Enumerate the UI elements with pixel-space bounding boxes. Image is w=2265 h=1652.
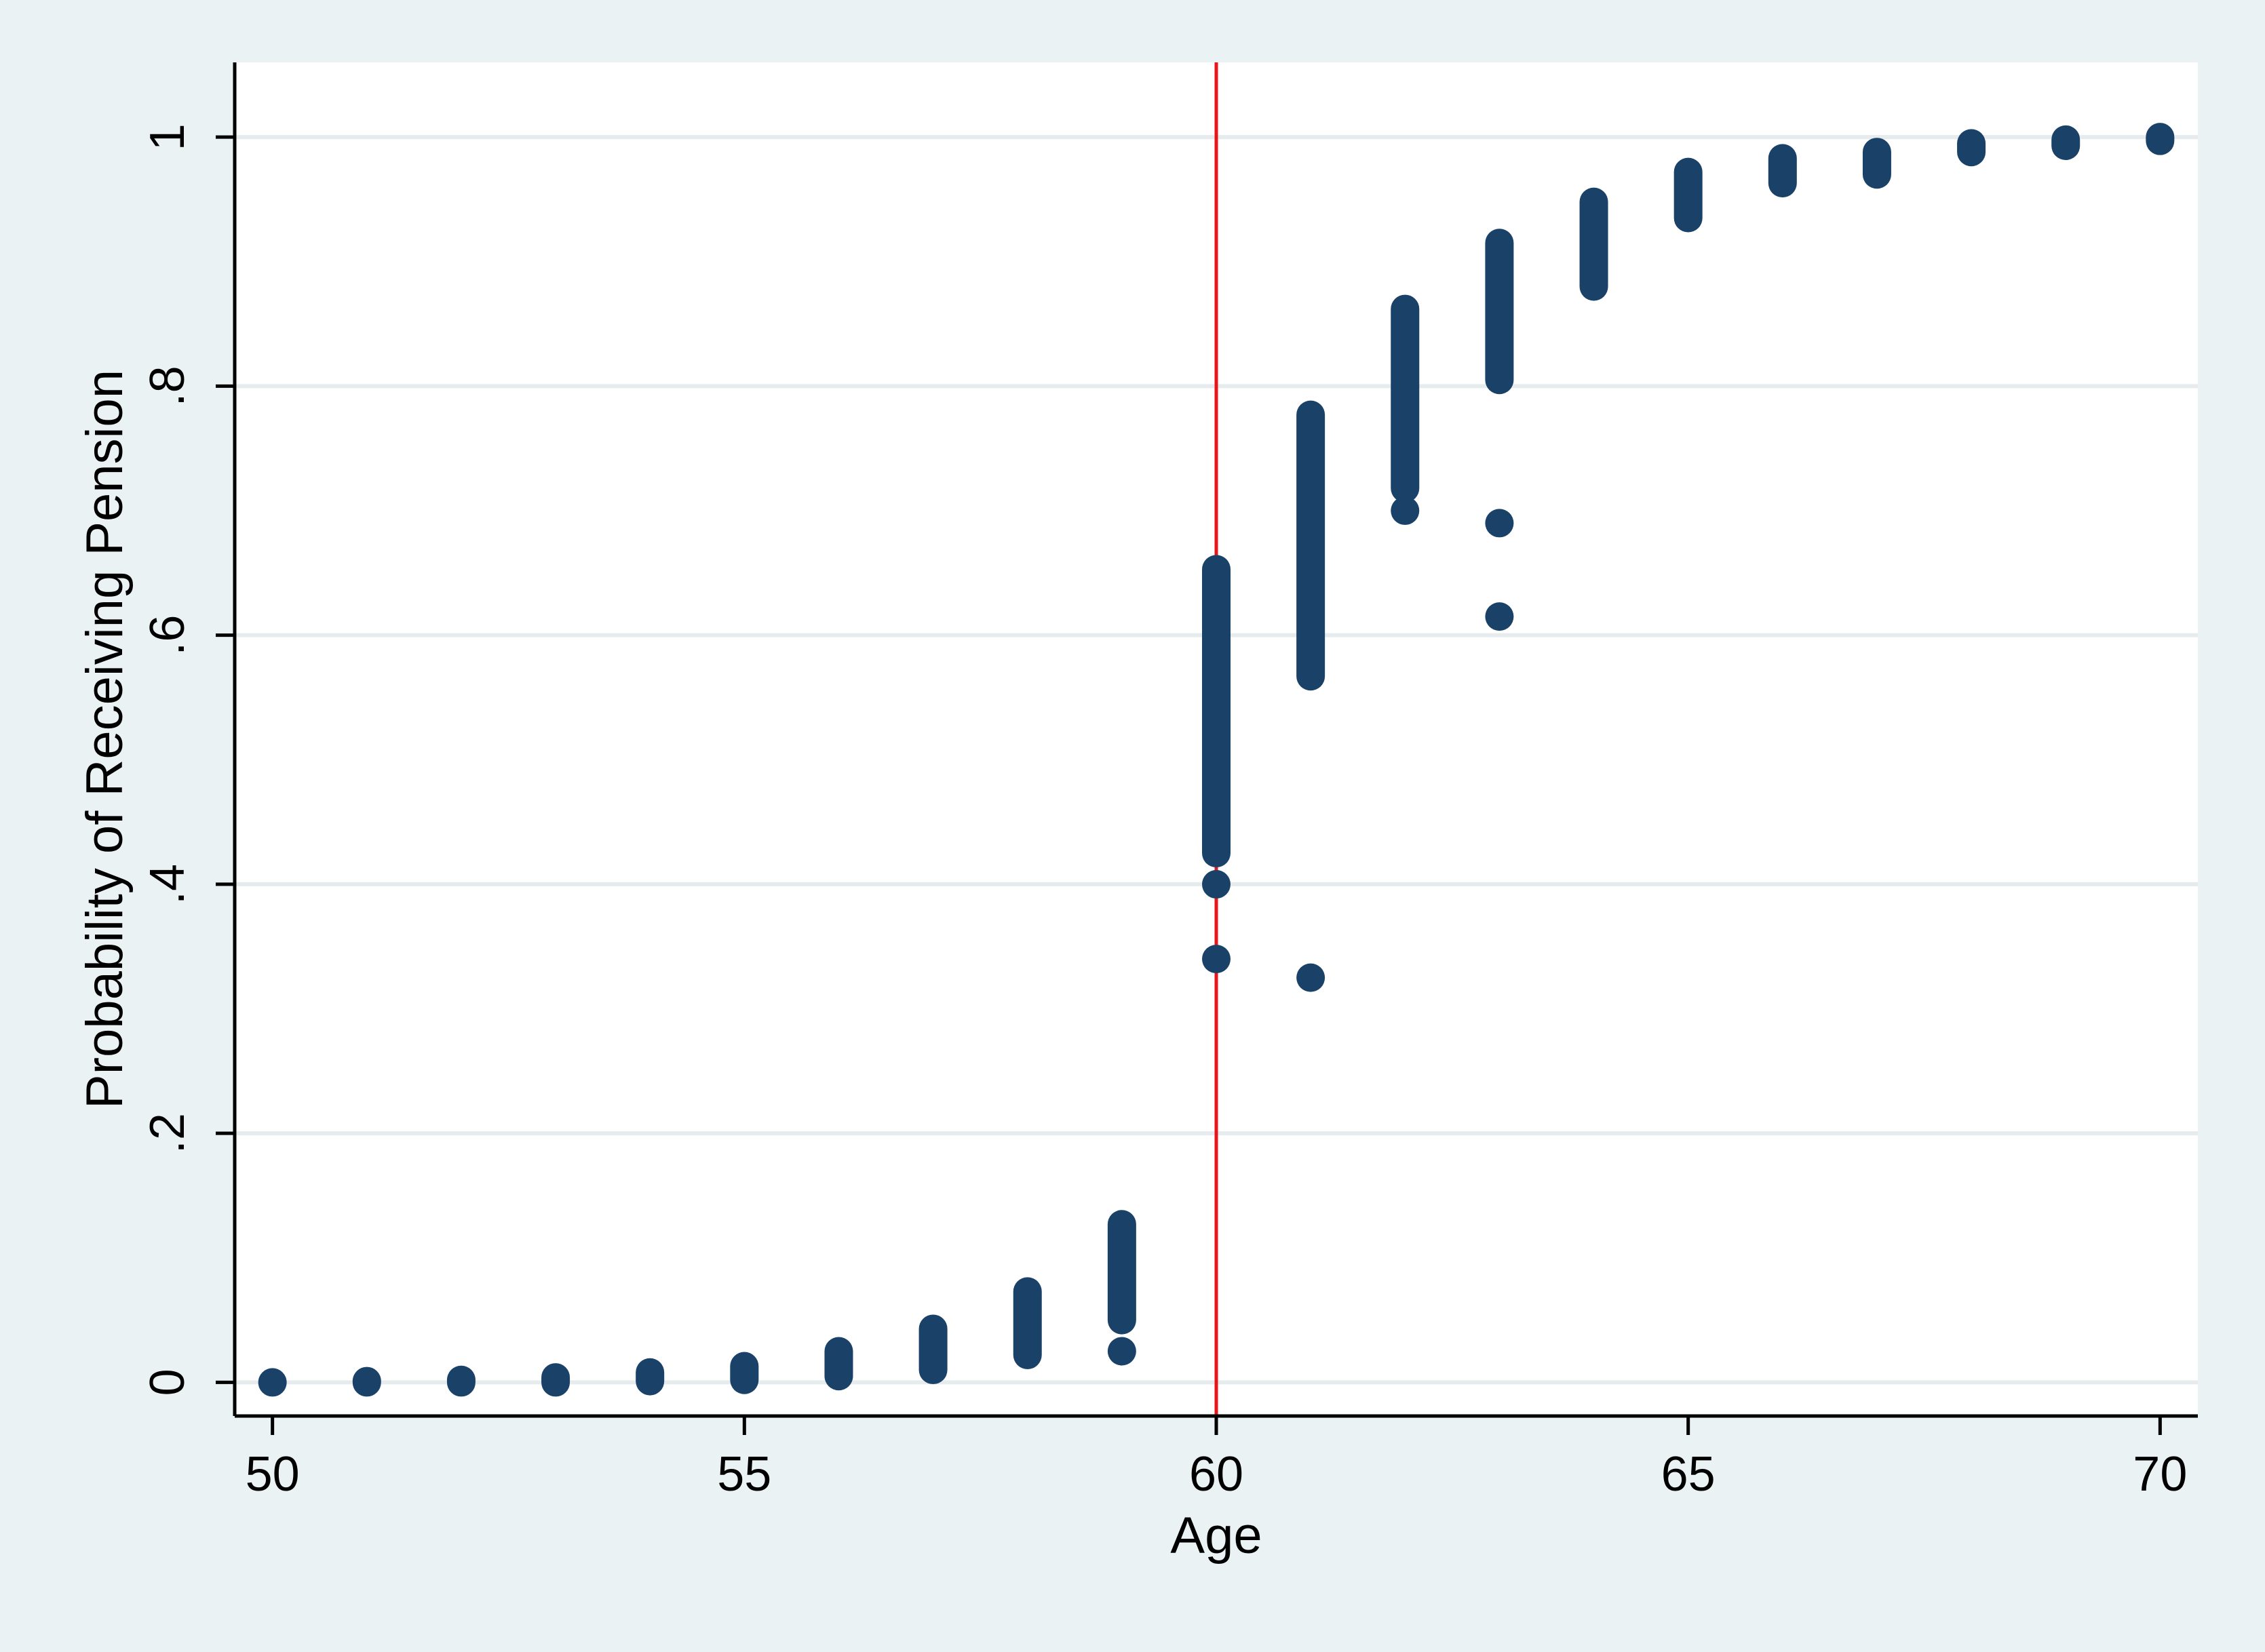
x-tick-label: 55: [717, 1447, 771, 1501]
data-point: [258, 1368, 287, 1397]
x-tick-label: 60: [1189, 1447, 1243, 1501]
y-ticks: 0 .2 .4 .6 .8 1: [140, 123, 235, 1396]
data-point: [1485, 602, 1514, 631]
data-point: [1202, 945, 1231, 974]
data-point: [1391, 496, 1420, 526]
data-point: [1107, 1337, 1136, 1366]
y-tick-label: 0: [140, 1369, 195, 1396]
x-tick-label: 65: [1661, 1447, 1716, 1501]
x-tick-label: 70: [2133, 1447, 2187, 1501]
x-ticks: 50 55 60 65 70: [246, 1416, 2187, 1501]
x-axis-title: Age: [1170, 1507, 1262, 1565]
data-points: [258, 123, 2175, 1397]
y-tick-label: .2: [140, 1113, 195, 1154]
y-tick-label: .4: [140, 864, 195, 905]
data-point: [1485, 509, 1514, 538]
x-tick-label: 50: [246, 1447, 300, 1501]
data-point: [1296, 963, 1325, 992]
y-tick-label: .8: [140, 366, 195, 406]
data-point: [1202, 869, 1231, 899]
y-tick-label: .6: [140, 615, 195, 656]
y-axis-title: Probability of Receiving Pension: [76, 370, 134, 1109]
y-tick-label: 1: [140, 123, 195, 151]
